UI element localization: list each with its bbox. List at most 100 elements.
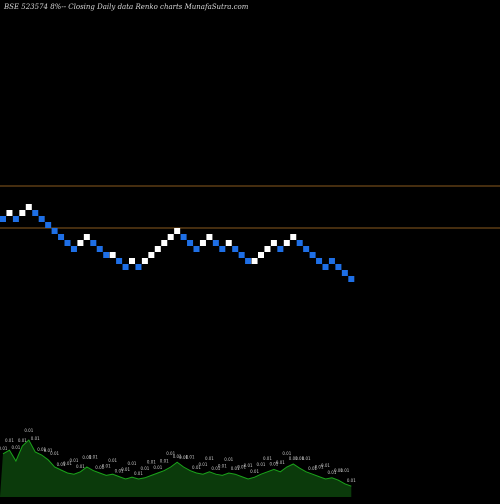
volume-label: 0.01 [115, 469, 124, 474]
renko-brick-down [12, 216, 19, 222]
renko-brick-down [96, 246, 103, 252]
volume-label: 0.01 [192, 465, 201, 470]
renko-brick-down [277, 246, 284, 252]
volume-label: 0.01 [153, 465, 162, 470]
renko-brick-up [77, 240, 84, 246]
volume-label: 0.01 [198, 462, 207, 467]
renko-brick-down [32, 210, 39, 216]
volume-label: 0.01 [282, 451, 291, 456]
renko-brick-down [212, 240, 219, 246]
volume-label: 0.01 [89, 455, 98, 460]
volume-label: 0.01 [24, 428, 33, 433]
volume-label: 0.01 [57, 462, 66, 467]
renko-brick-up [129, 258, 135, 264]
renko-brick-down [51, 228, 58, 234]
renko-brick-up [199, 240, 206, 246]
renko-brick-down [45, 222, 52, 228]
renko-brick-down [341, 270, 348, 276]
renko-brick-up [264, 246, 271, 252]
renko-brick-down [135, 264, 142, 270]
renko-brick-up [25, 204, 32, 210]
volume-label: 0.01 [257, 462, 266, 467]
volume-label: 0.01 [250, 469, 259, 474]
renko-brick-down [103, 252, 110, 258]
volume-label: 0.01 [69, 458, 78, 463]
renko-brick-up [283, 240, 290, 246]
volume-label: 0.01 [295, 456, 304, 461]
volume-label: 0.01 [340, 468, 349, 473]
reference-lines [0, 185, 500, 229]
volume-label: 0.01 [44, 448, 53, 453]
volume-label: 0.01 [95, 465, 104, 470]
renko-brick-up [154, 246, 161, 252]
volume-label: 0.01 [50, 451, 59, 456]
renko-brick-down [303, 246, 310, 252]
volume-area: 0.010.010.010.010.010.010.010.010.010.01… [0, 428, 356, 497]
volume-label: 0.01 [218, 463, 227, 468]
renko-brick-down [296, 240, 303, 246]
renko-bricks [0, 204, 355, 282]
volume-label: 0.01 [347, 478, 356, 483]
volume-label: 0.01 [327, 470, 336, 475]
renko-brick-down [187, 240, 194, 246]
renko-brick-down [90, 240, 97, 246]
chart-title: BSE 523574 8%-- Closing Daily data Renko… [4, 3, 249, 11]
volume-label: 0.01 [5, 438, 14, 443]
renko-brick-up [174, 228, 181, 234]
volume-label: 0.01 [269, 461, 278, 466]
renko-brick-up [161, 240, 168, 246]
volume-label: 0.01 [231, 466, 240, 471]
volume-label: 0.01 [108, 458, 117, 463]
renko-brick-down [322, 264, 329, 270]
volume-label: 0.01 [237, 465, 246, 470]
renko-brick-down [316, 258, 323, 264]
renko-brick-down [245, 258, 252, 264]
renko-brick-up [83, 234, 90, 240]
renko-brick-up [148, 252, 155, 258]
renko-brick-down [328, 258, 335, 264]
volume-label: 0.01 [102, 463, 111, 468]
renko-brick-up [290, 234, 297, 240]
renko-brick-down [309, 252, 316, 258]
renko-brick-down [70, 246, 77, 252]
volume-label: 0.01 [186, 455, 195, 460]
renko-brick-down [0, 216, 6, 222]
renko-brick-down [193, 246, 200, 252]
volume-label: 0.01 [134, 471, 143, 476]
volume-label: 0.01 [211, 466, 220, 471]
volume-label: 0.01 [244, 463, 253, 468]
renko-brick-down [58, 234, 65, 240]
renko-brick-down [232, 246, 239, 252]
renko-brick-down [116, 258, 123, 264]
volume-label: 0.01 [18, 438, 27, 443]
volume-label: 0.01 [289, 456, 298, 461]
volume-label: 0.01 [302, 456, 311, 461]
renko-brick-down [38, 216, 45, 222]
volume-label: 0.01 [334, 468, 343, 473]
renko-brick-up [258, 252, 264, 258]
volume-label: 0.01 [11, 445, 20, 450]
volume-label: 0.01 [82, 455, 91, 460]
renko-brick-up [141, 258, 148, 264]
renko-brick-up [251, 258, 258, 264]
volume-label: 0.01 [76, 464, 85, 469]
renko-brick-up [167, 234, 174, 240]
volume-label: 0.01 [205, 456, 214, 461]
volume-label: 0.01 [166, 451, 175, 456]
volume-label: 0.01 [173, 454, 182, 459]
volume-fill [0, 440, 352, 497]
volume-label: 0.01 [31, 436, 40, 441]
volume-label: 0.01 [121, 467, 130, 472]
volume-label: 0.01 [308, 466, 317, 471]
volume-label: 0.01 [321, 463, 330, 468]
volume-label: 0.01 [147, 459, 156, 464]
renko-brick-down [219, 246, 226, 252]
volume-label: 0.01 [160, 459, 169, 464]
volume-label: 0.01 [37, 447, 46, 452]
renko-brick-up [19, 210, 26, 216]
volume-label: 0.01 [263, 456, 272, 461]
renko-brick-down [335, 264, 342, 270]
volume-label: 0.01 [224, 457, 233, 462]
